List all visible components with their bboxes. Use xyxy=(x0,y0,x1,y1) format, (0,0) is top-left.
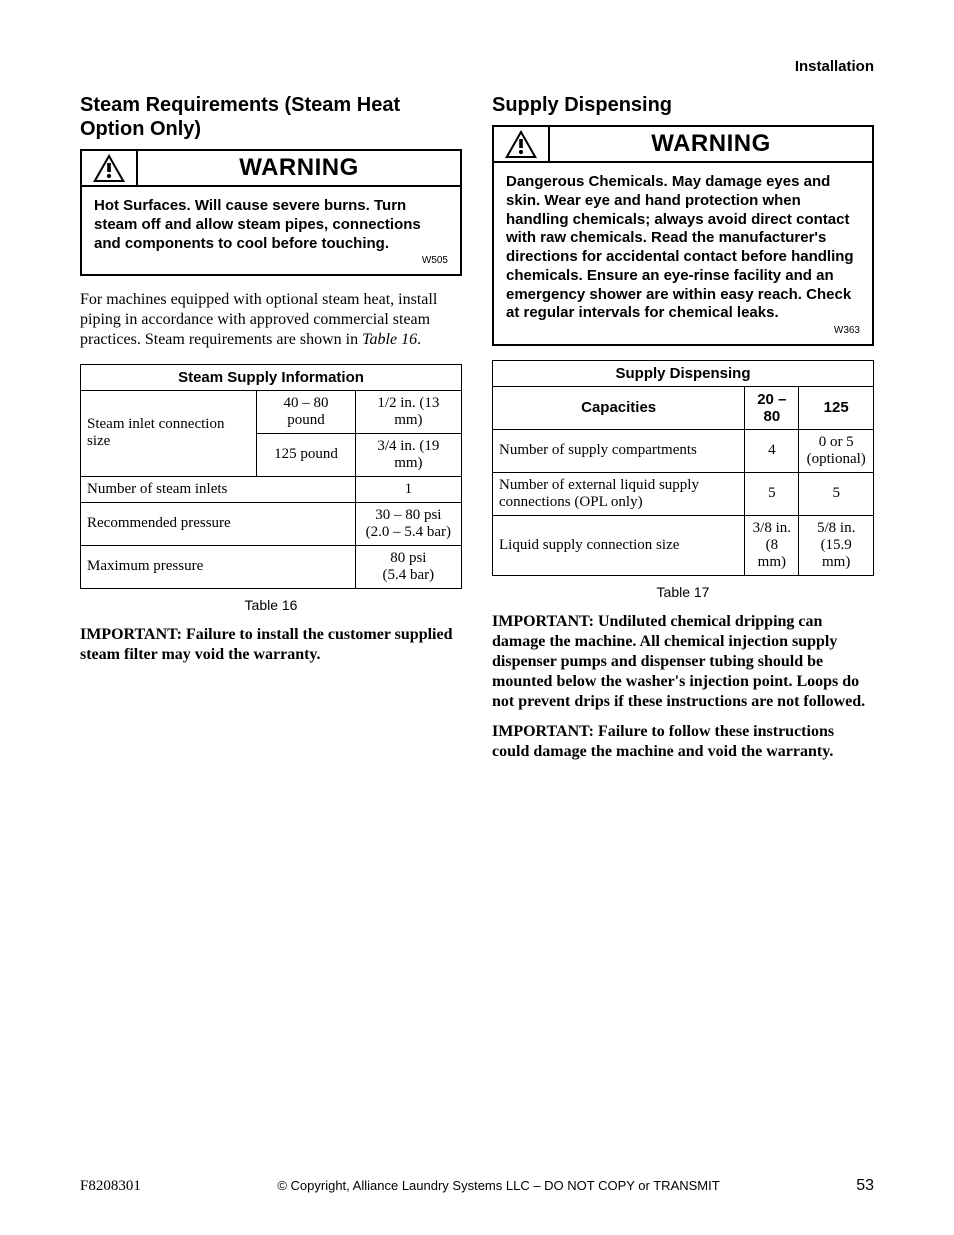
warning-code: W505 xyxy=(94,255,448,268)
page-number: 53 xyxy=(856,1177,874,1195)
header-section: Installation xyxy=(80,58,874,75)
row-label: Steam inlet connection size xyxy=(81,390,257,476)
table-title: Supply Dispensing xyxy=(493,360,874,386)
cell: 5 xyxy=(745,472,799,515)
page-footer: F8208301 © Copyright, Alliance Laundry S… xyxy=(80,1177,874,1195)
copyright: © Copyright, Alliance Laundry Systems LL… xyxy=(277,1178,719,1193)
steam-paragraph: For machines equipped with optional stea… xyxy=(80,290,462,350)
important-note: IMPORTANT: Failure to follow these instr… xyxy=(492,722,874,762)
col-header: 20 – 80 xyxy=(745,386,799,429)
cell-line: (15.9 mm) xyxy=(821,537,852,570)
cell: 1/2 in. (13 mm) xyxy=(355,390,461,433)
cell-line: (optional) xyxy=(807,451,866,467)
cell: 4 xyxy=(745,429,799,472)
cell: 40 – 80 pound xyxy=(257,390,356,433)
warning-code: W363 xyxy=(506,325,860,338)
cell: 30 – 80 psi (2.0 – 5.4 bar) xyxy=(355,502,461,545)
cell: 80 psi (5.4 bar) xyxy=(355,545,461,588)
cell: 3/4 in. (19 mm) xyxy=(355,433,461,476)
cell-line: 3/8 in. xyxy=(753,520,791,536)
warning-icon xyxy=(494,127,550,163)
steam-supply-table: Steam Supply Information Steam inlet con… xyxy=(80,364,462,589)
right-column: Supply Dispensing WARNING Dangerous C xyxy=(492,93,874,772)
row-label: Number of supply compartments xyxy=(493,429,745,472)
row-label: Recommended pressure xyxy=(81,502,356,545)
important-note: IMPORTANT: Failure to install the custom… xyxy=(80,625,462,665)
cell: 0 or 5 (optional) xyxy=(799,429,874,472)
para-text-c: . xyxy=(417,331,421,348)
warning-title: WARNING xyxy=(550,127,872,163)
important-note: IMPORTANT: Undiluted chemical dripping c… xyxy=(492,612,874,712)
table-caption: Table 17 xyxy=(492,584,874,600)
cell-line: 5/8 in. xyxy=(817,520,855,536)
cell: 5 xyxy=(799,472,874,515)
cell-line: (5.4 bar) xyxy=(383,567,435,583)
supply-dispensing-table: Supply Dispensing Capacities 20 – 80 125… xyxy=(492,360,874,576)
row-label: Maximum pressure xyxy=(81,545,356,588)
warning-text: Dangerous Chemicals. May damage eyes and… xyxy=(506,173,860,323)
warning-box-supply: WARNING Dangerous Chemicals. May damage … xyxy=(492,125,874,346)
warning-icon xyxy=(82,151,138,187)
cell: 125 pound xyxy=(257,433,356,476)
supply-heading: Supply Dispensing xyxy=(492,93,874,117)
cell-line: (2.0 – 5.4 bar) xyxy=(366,524,451,540)
cell: 3/8 in. (8 mm) xyxy=(745,515,799,575)
row-label: Number of external liquid supply connect… xyxy=(493,472,745,515)
cell-line: 80 psi xyxy=(390,550,426,566)
row-label: Liquid supply connection size xyxy=(493,515,745,575)
cell-line: 30 – 80 psi xyxy=(375,507,441,523)
table-title: Steam Supply Information xyxy=(81,364,462,390)
col-header: 125 xyxy=(799,386,874,429)
cell-line: (8 mm) xyxy=(758,537,786,570)
doc-number: F8208301 xyxy=(80,1178,141,1195)
steam-heading: Steam Requirements (Steam Heat Option On… xyxy=(80,93,462,141)
col-header: Capacities xyxy=(493,386,745,429)
table-ref: Table 16 xyxy=(362,331,417,348)
cell-line: 0 or 5 xyxy=(819,434,854,450)
warning-text: Hot Surfaces. Will cause severe burns. T… xyxy=(94,197,448,253)
warning-title: WARNING xyxy=(138,151,460,187)
table-caption: Table 16 xyxy=(80,597,462,613)
cell: 1 xyxy=(355,476,461,502)
cell: 5/8 in. (15.9 mm) xyxy=(799,515,874,575)
row-label: Number of steam inlets xyxy=(81,476,356,502)
left-column: Steam Requirements (Steam Heat Option On… xyxy=(80,93,462,772)
warning-box-steam: WARNING Hot Surfaces. Will cause severe … xyxy=(80,149,462,276)
